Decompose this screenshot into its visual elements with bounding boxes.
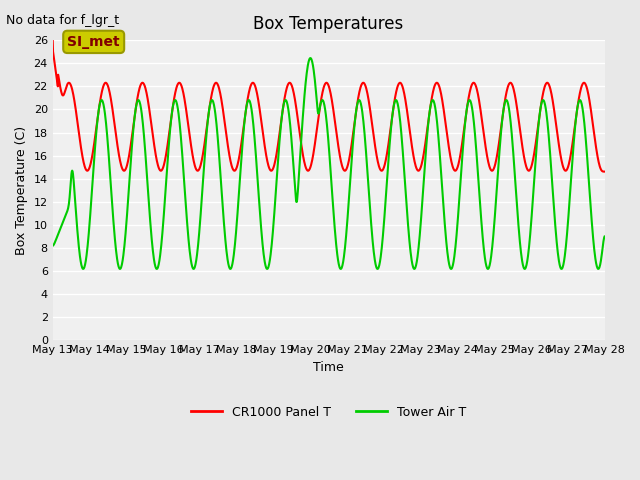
- Title: Box Temperatures: Box Temperatures: [253, 15, 404, 33]
- X-axis label: Time: Time: [313, 361, 344, 374]
- Text: No data for f_lgr_t: No data for f_lgr_t: [6, 14, 120, 27]
- Y-axis label: Box Temperature (C): Box Temperature (C): [15, 126, 28, 255]
- Legend: CR1000 Panel T, Tower Air T: CR1000 Panel T, Tower Air T: [186, 401, 472, 424]
- Text: SI_met: SI_met: [67, 35, 120, 49]
